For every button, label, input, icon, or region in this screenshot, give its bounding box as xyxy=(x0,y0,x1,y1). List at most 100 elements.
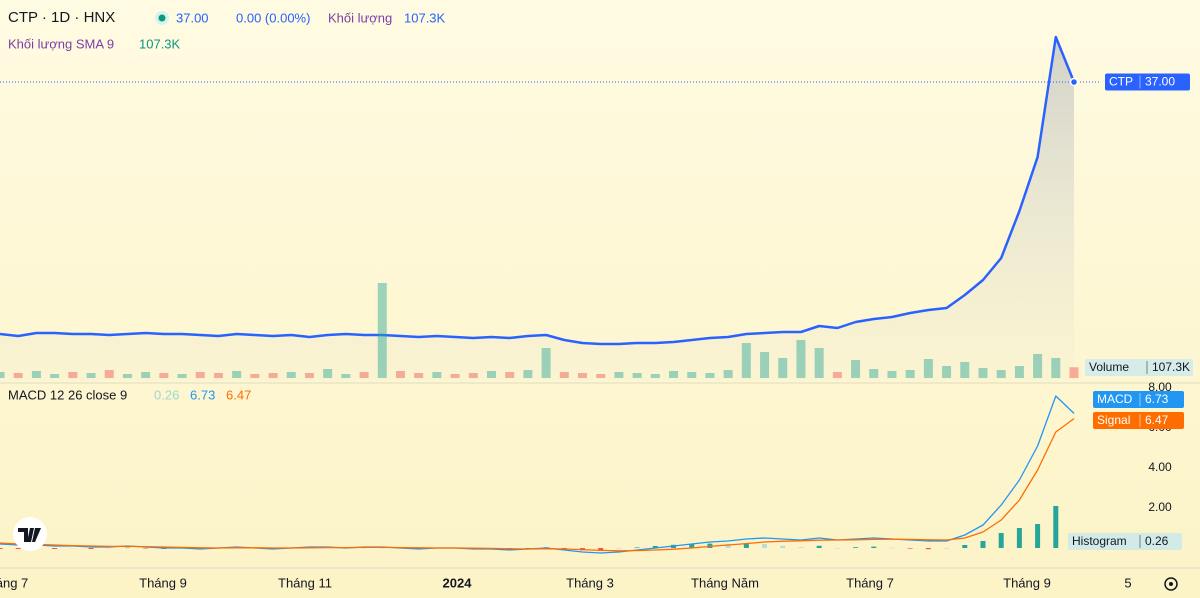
price-area xyxy=(0,37,1074,380)
histogram-bar xyxy=(1016,528,1022,548)
last-point xyxy=(1069,77,1079,87)
macd-label-box xyxy=(1093,391,1184,408)
volume-bar xyxy=(996,370,1006,378)
histogram-bar xyxy=(652,546,658,548)
volume-bar xyxy=(960,362,970,378)
volume-bar xyxy=(268,373,278,378)
histogram-bar xyxy=(907,548,913,549)
volume-bar xyxy=(159,373,169,378)
x-tick-label: Tháng Năm xyxy=(691,575,759,590)
histogram-bar xyxy=(88,548,94,549)
signal-label-box xyxy=(1093,412,1184,429)
x-tick-label: áng 7 xyxy=(0,575,28,590)
volume-bar xyxy=(905,370,915,378)
volume-bar xyxy=(432,372,442,378)
volume-bar xyxy=(232,371,242,378)
symbol-title: CTP · 1D · HNX xyxy=(8,9,115,26)
volume-bar xyxy=(669,371,679,378)
settings-icon[interactable] xyxy=(1164,577,1178,591)
x-tick-label: Tháng 11 xyxy=(278,575,332,590)
volume-bar xyxy=(304,373,314,378)
histogram-bar xyxy=(1053,506,1059,548)
volume-bar xyxy=(632,373,642,378)
macd-label-name: MACD xyxy=(1097,392,1133,406)
volume-bar xyxy=(559,372,569,378)
x-tick-label: Tháng 7 xyxy=(846,575,894,590)
histogram-label-value: 0.26 xyxy=(1145,534,1169,548)
volume-bar xyxy=(177,374,187,378)
volume-label-box xyxy=(1085,359,1193,376)
macd-legend-value: 6.73 xyxy=(190,387,215,402)
last-price: 37.00 xyxy=(176,10,209,25)
x-tick-label: 2024 xyxy=(443,575,473,590)
x-tick-label: 5 xyxy=(1124,575,1131,590)
volume-bar xyxy=(122,374,132,378)
settings-icon-center xyxy=(1169,582,1173,586)
y-tick-label: 2.00 xyxy=(1148,500,1172,514)
sma-legend: Khối lượng SMA 9 xyxy=(8,36,114,51)
volume-bar xyxy=(778,358,788,378)
volume-bar xyxy=(450,374,460,378)
histogram-bar xyxy=(834,548,840,549)
volume-bar xyxy=(978,368,988,378)
histogram-bar xyxy=(925,548,931,550)
histogram-bar xyxy=(525,548,531,549)
volume-bar xyxy=(796,340,806,378)
histogram-bar xyxy=(689,544,695,548)
volume-bar xyxy=(468,373,478,378)
price-label-name: CTP xyxy=(1109,75,1133,89)
histogram-bar xyxy=(853,547,859,548)
volume-legend-value: 107.3K xyxy=(404,10,446,25)
signal-legend-value: 6.47 xyxy=(226,387,251,402)
status-dot xyxy=(158,14,166,22)
histogram-label-name: Histogram xyxy=(1072,534,1127,548)
volume-bar xyxy=(323,369,333,378)
volume-bar xyxy=(1014,366,1024,378)
histogram-bar xyxy=(944,548,950,549)
volume-bar xyxy=(0,372,5,378)
histogram-bar xyxy=(52,548,58,549)
volume-bar xyxy=(68,372,78,378)
volume-bar xyxy=(942,366,952,378)
volume-bar xyxy=(741,343,751,378)
volume-bar xyxy=(869,369,879,378)
volume-label-name: Volume xyxy=(1089,360,1129,374)
price-change: 0.00 (0.00%) xyxy=(236,10,310,25)
histogram-bar xyxy=(871,546,877,548)
indicator-line xyxy=(0,418,1075,552)
histogram-bar xyxy=(634,547,640,548)
volume-bar xyxy=(341,374,351,378)
histogram-label-box xyxy=(1068,533,1182,550)
histogram-bar xyxy=(798,547,804,548)
volume-bar xyxy=(141,372,151,378)
volume-bar xyxy=(650,374,660,378)
volume-bar xyxy=(851,360,861,378)
signal-label-value: 6.47 xyxy=(1145,413,1169,427)
histogram-bar xyxy=(0,548,3,549)
volume-bar xyxy=(723,370,733,378)
price-line xyxy=(0,35,1076,346)
volume-bar xyxy=(887,371,897,378)
volume-bar xyxy=(832,372,842,378)
logo xyxy=(18,528,41,542)
histogram-bar xyxy=(743,543,749,548)
histogram-bar xyxy=(616,548,622,550)
volume-bar xyxy=(414,373,424,378)
volume-bar xyxy=(104,370,114,378)
macd-label-value: 6.73 xyxy=(1145,392,1169,406)
volume-bar xyxy=(578,373,588,378)
volume-bar xyxy=(523,370,533,378)
volume-bar xyxy=(250,374,260,378)
y-tick-label: 4.00 xyxy=(1148,460,1172,474)
histogram-bar xyxy=(124,547,130,549)
histogram-bar xyxy=(598,548,604,551)
volume-bar xyxy=(1051,358,1061,378)
price-label-value: 37.00 xyxy=(1145,75,1175,89)
histogram-bar xyxy=(998,533,1004,548)
volume-bar xyxy=(596,374,606,378)
volume-bar xyxy=(13,373,23,378)
histogram-bar xyxy=(980,541,986,548)
volume-bar xyxy=(195,372,205,378)
volume-bar xyxy=(359,372,369,378)
macd-title: MACD 12 26 close 9 xyxy=(8,387,127,402)
